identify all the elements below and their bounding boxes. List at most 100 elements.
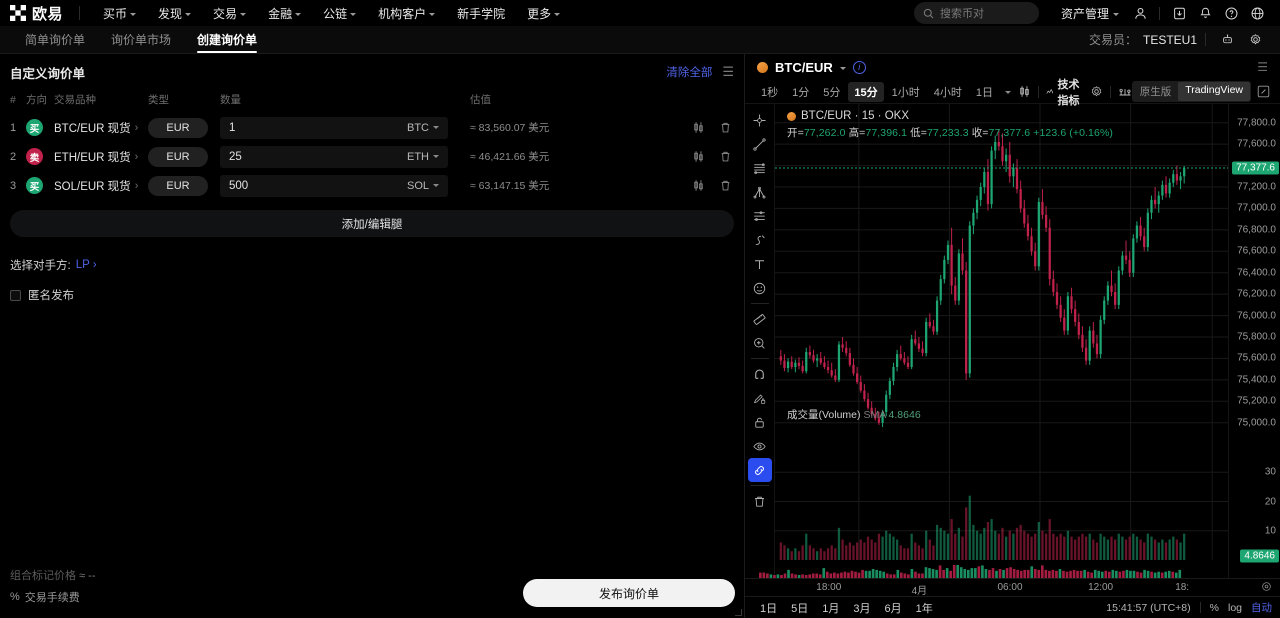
range-1y[interactable]: 1年 xyxy=(915,602,933,615)
delete-row-icon[interactable] xyxy=(719,179,732,192)
row-direction[interactable]: 卖 xyxy=(26,142,54,171)
link-icon[interactable] xyxy=(747,458,772,482)
search-input[interactable]: 搜索币对 xyxy=(913,2,1039,24)
horizontal-lines-icon[interactable] xyxy=(748,156,772,180)
nav-item-discover[interactable]: 发现 xyxy=(147,5,202,22)
counterparty-link[interactable]: LP › xyxy=(76,259,97,271)
nav-item-chain[interactable]: 公链 xyxy=(312,5,367,22)
fib-retracement-icon[interactable] xyxy=(748,204,772,228)
lock-icon[interactable] xyxy=(748,410,772,434)
chart-drag-handle[interactable]: ☰ xyxy=(1257,60,1268,74)
quantity-input[interactable]: 1 BTC xyxy=(220,116,448,139)
nav-item-academy[interactable]: 新手学院 xyxy=(446,5,516,22)
row-direction[interactable]: 买 xyxy=(26,171,54,200)
tab-rfq-market[interactable]: 询价单市场 xyxy=(98,26,184,53)
delete-row-icon[interactable] xyxy=(719,150,732,163)
timeframe-1m[interactable]: 1分 xyxy=(792,86,810,99)
tab-simple-rfq[interactable]: 简单询价单 xyxy=(12,26,98,53)
timeframe-1h[interactable]: 1小时 xyxy=(891,86,920,99)
range-1d[interactable]: 1日 xyxy=(760,602,778,615)
robot-button[interactable] xyxy=(1214,29,1240,51)
timeframe-5m[interactable]: 5分 xyxy=(823,86,841,99)
nav-item-buy[interactable]: 买币 xyxy=(92,5,147,22)
chart-type-icon[interactable] xyxy=(1018,85,1031,98)
notifications-button[interactable] xyxy=(1192,2,1218,24)
range-5d[interactable]: 5日 xyxy=(791,602,809,615)
row-symbol[interactable]: BTC/EUR 现货 › xyxy=(54,113,148,142)
quantity-input[interactable]: 500 SOL xyxy=(220,174,448,197)
chevron-down-icon[interactable] xyxy=(1005,91,1011,94)
add-edit-leg-button[interactable]: 添加/编辑腿 xyxy=(10,210,734,237)
row-symbol[interactable]: ETH/EUR 现货 › xyxy=(54,142,148,171)
row-type[interactable]: EUR xyxy=(148,171,220,200)
chart-settings-icon[interactable] xyxy=(1090,85,1103,98)
publish-rfq-button[interactable]: 发布询价单 xyxy=(523,579,735,607)
chart-navigator[interactable] xyxy=(745,564,1198,578)
clear-all-button[interactable]: 清除全部 xyxy=(666,67,713,79)
text-icon[interactable] xyxy=(748,252,772,276)
view-mode-native[interactable]: 原生版 xyxy=(1139,86,1172,98)
asset-management-menu[interactable]: 资产管理 xyxy=(1053,5,1127,22)
timeframe-1d[interactable]: 1日 xyxy=(975,86,993,99)
scale-percent-button[interactable]: % xyxy=(1209,601,1219,614)
chart-header: BTC/EUR i ☰ xyxy=(745,54,1280,80)
nav-item-trade[interactable]: 交易 xyxy=(202,5,257,22)
indicators-label: 技术指标 xyxy=(1057,78,1080,107)
nav-item-finance[interactable]: 金融 xyxy=(257,5,312,22)
magnet-icon[interactable] xyxy=(748,362,772,386)
okx-logo[interactable]: 欧易 xyxy=(10,3,63,24)
timeframe-1s[interactable]: 1秒 xyxy=(761,86,779,99)
row-direction[interactable]: 买 xyxy=(26,113,54,142)
row-quantity[interactable]: 25 ETH xyxy=(220,142,470,171)
fullscreen-icon[interactable] xyxy=(1257,85,1270,98)
eye-icon[interactable] xyxy=(748,434,772,458)
price-axis[interactable]: 77,800.0 77,600.0 77,200.0 77,000.0 76,800.0… xyxy=(1228,104,1280,578)
resize-handle[interactable] xyxy=(735,609,742,616)
row-quantity[interactable]: 500 SOL xyxy=(220,171,470,200)
timeframe-4h[interactable]: 4小时 xyxy=(933,86,962,99)
chevron-down-icon[interactable] xyxy=(839,66,846,70)
compare-icon[interactable] xyxy=(1118,85,1132,98)
row-symbol[interactable]: SOL/EUR 现货 › xyxy=(54,171,148,200)
time-axis[interactable]: 18:00 4月 06:00 12:00 18: xyxy=(745,565,1280,597)
pencil-lock-icon[interactable] xyxy=(748,386,772,410)
panel-drag-handle[interactable]: ☰ xyxy=(722,64,734,79)
quantity-input[interactable]: 25 ETH xyxy=(220,145,448,168)
time-axis-settings-icon[interactable] xyxy=(1261,581,1272,595)
view-mode-tradingview[interactable]: TradingView xyxy=(1178,82,1250,101)
indicators-button[interactable]: 技术指标 xyxy=(1046,76,1084,108)
user-account-button[interactable] xyxy=(1127,2,1153,24)
timeframe-15m[interactable]: 15分 xyxy=(848,81,884,102)
download-button[interactable] xyxy=(1166,2,1192,24)
pitchfork-icon[interactable] xyxy=(748,180,772,204)
row-type[interactable]: EUR xyxy=(148,142,220,171)
zoom-in-icon[interactable] xyxy=(748,331,772,355)
anonymous-publish-checkbox[interactable]: 匿名发布 xyxy=(10,287,744,303)
trash-icon[interactable] xyxy=(748,489,772,513)
trend-line-icon[interactable] xyxy=(748,132,772,156)
candlestick-icon[interactable] xyxy=(692,121,705,134)
nav-item-more[interactable]: 更多 xyxy=(516,5,571,22)
emoji-icon[interactable] xyxy=(748,276,772,300)
range-6mo[interactable]: 6月 xyxy=(884,602,902,615)
language-button[interactable] xyxy=(1244,2,1270,24)
brush-icon[interactable] xyxy=(748,228,772,252)
range-3mo[interactable]: 3月 xyxy=(853,602,871,615)
row-quantity[interactable]: 1 BTC xyxy=(220,113,470,142)
tab-create-rfq[interactable]: 创建询价单 xyxy=(184,26,270,53)
ruler-icon[interactable] xyxy=(748,307,772,331)
row-type[interactable]: EUR xyxy=(148,113,220,142)
crosshair-icon[interactable] xyxy=(748,108,772,132)
candlestick-icon[interactable] xyxy=(692,179,705,192)
info-icon[interactable]: i xyxy=(852,60,866,74)
candlestick-icon[interactable] xyxy=(692,150,705,163)
scale-log-button[interactable]: log xyxy=(1227,601,1242,614)
help-button[interactable] xyxy=(1218,2,1244,24)
settings-button[interactable] xyxy=(1242,29,1268,51)
chevron-down-icon xyxy=(130,12,137,16)
range-1mo[interactable]: 1月 xyxy=(822,602,840,615)
nav-item-institutional[interactable]: 机构客户 xyxy=(367,5,446,22)
scale-auto-button[interactable]: 自动 xyxy=(1251,602,1272,614)
delete-row-icon[interactable] xyxy=(719,121,732,134)
chart-plot-area[interactable]: BTC/EUR · 15 · OKX 开=77,262.0 高=77,396.1… xyxy=(775,104,1228,578)
